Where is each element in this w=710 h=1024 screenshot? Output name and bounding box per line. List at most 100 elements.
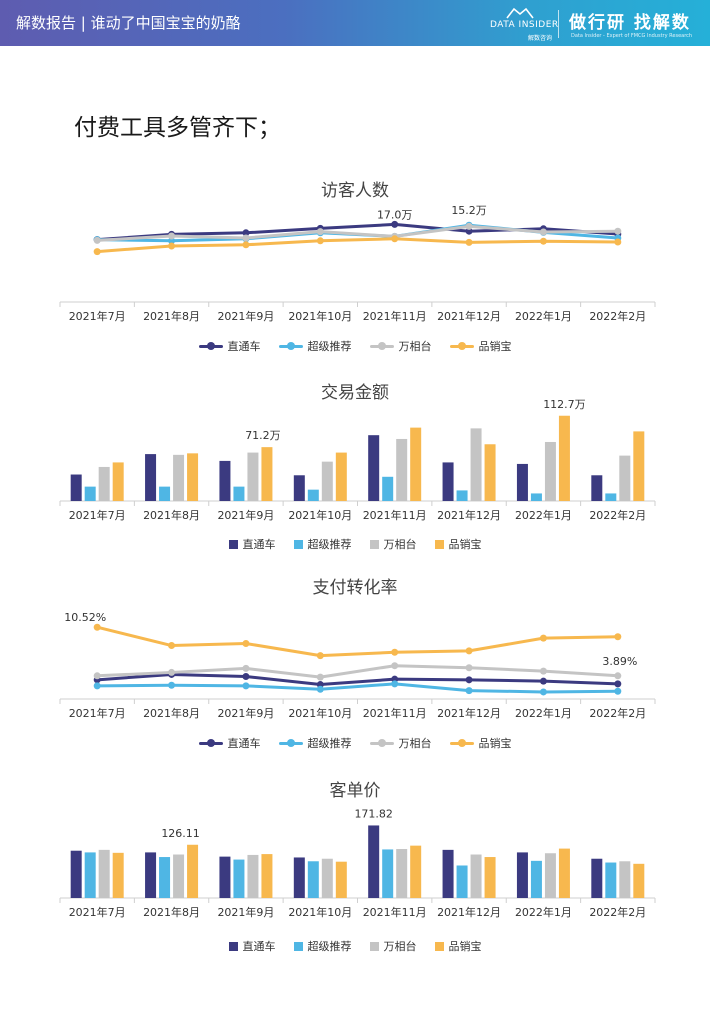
legend-label: 万相台 xyxy=(383,538,417,551)
data-point xyxy=(539,228,547,236)
slogan-subtitle: Data Insider - Expert of FMCG Industry R… xyxy=(571,33,693,39)
legend-swatch xyxy=(434,941,444,951)
x-tick-label: 2021年10月 xyxy=(288,309,352,323)
bar-3 xyxy=(410,427,422,501)
bar-0 xyxy=(368,825,380,898)
data-point xyxy=(465,238,473,246)
bar-3 xyxy=(335,861,347,898)
data-point xyxy=(93,672,101,680)
x-tick-label: 2021年8月 xyxy=(143,706,200,720)
data-point xyxy=(391,680,399,688)
brand-name: DATA INSIDER xyxy=(490,20,559,30)
bar-2 xyxy=(396,438,408,501)
bar-1 xyxy=(456,865,468,898)
data-point xyxy=(316,228,324,236)
data-point xyxy=(539,237,547,245)
legend-swatch xyxy=(278,342,303,350)
data-point xyxy=(168,668,176,676)
bar-2 xyxy=(619,455,631,501)
bar-0 xyxy=(516,463,528,501)
bar-0 xyxy=(442,462,454,501)
bar-3 xyxy=(484,857,496,898)
legend-label: 超级推荐 xyxy=(307,940,352,953)
bar-0 xyxy=(591,475,603,501)
bar-0 xyxy=(442,849,454,898)
data-point xyxy=(168,237,176,245)
data-point xyxy=(465,227,473,235)
chart-title-unit-price: 客单价 xyxy=(329,781,381,801)
bar-1 xyxy=(307,489,319,501)
data-label: 112.7万 xyxy=(543,398,586,411)
bar-2 xyxy=(173,454,185,501)
legend-label: 品销宝 xyxy=(478,737,512,750)
data-point xyxy=(93,248,101,256)
series-line-2 xyxy=(97,224,618,242)
data-point xyxy=(391,220,399,228)
page-heading: 付费工具多管齐下； xyxy=(74,115,281,141)
unit-price-bar-chart: 2021年7月 2021年8月 2021年9月 2021年10月 2021年11月 202… xyxy=(59,807,656,919)
data-point xyxy=(93,623,101,631)
x-tick-label: 2021年7月 xyxy=(69,309,126,323)
data-point xyxy=(242,640,250,648)
legend-label: 超级推荐 xyxy=(307,538,352,551)
bar-1 xyxy=(605,493,617,501)
legend-item: 直通车 xyxy=(228,536,276,552)
bar-1 xyxy=(382,849,394,898)
data-label: 10.52% xyxy=(64,611,106,624)
bar-3 xyxy=(187,844,199,898)
bar-3 xyxy=(261,854,273,898)
x-tick-label: 2021年12月 xyxy=(437,706,501,720)
bar-1 xyxy=(530,493,542,501)
x-tick-label: 2021年11月 xyxy=(363,309,427,323)
bar-1 xyxy=(605,862,617,898)
data-point xyxy=(168,642,176,650)
x-tick-label: 2021年7月 xyxy=(69,508,126,522)
data-point xyxy=(614,672,622,680)
x-tick-label: 2021年9月 xyxy=(217,706,274,720)
legend-label: 超级推荐 xyxy=(307,737,352,750)
legend-unit-price: 直通车 超级推荐 万相台 品销宝 xyxy=(0,938,710,954)
bar-2 xyxy=(247,854,259,898)
data-point xyxy=(316,673,324,681)
legend-item: 品销宝 xyxy=(449,735,512,751)
data-point xyxy=(465,687,473,695)
data-point xyxy=(539,688,547,696)
legend-item: 品销宝 xyxy=(434,938,482,954)
data-point xyxy=(539,634,547,642)
legend-item: 万相台 xyxy=(369,938,417,954)
brand-name-cn: 解数咨询 xyxy=(528,35,553,42)
legend-swatch xyxy=(449,739,474,747)
data-point xyxy=(465,647,473,655)
bar-2 xyxy=(544,853,556,898)
bar-3 xyxy=(633,863,645,898)
bar-3 xyxy=(261,447,273,501)
legend-label: 直通车 xyxy=(242,538,276,551)
data-label: 126.11 xyxy=(161,827,200,840)
report-title: 解数报告 | 谁动了中国宝宝的奶酪 xyxy=(16,14,241,32)
slogan: 做行研 找解数 xyxy=(569,13,691,33)
legend-label: 直通车 xyxy=(227,737,261,750)
series-line-2 xyxy=(97,664,618,679)
conversion-line-chart: 2021年7月 2021年8月 2021年9月 2021年10月 2021年11月 202… xyxy=(59,611,656,720)
data-point xyxy=(168,681,176,689)
x-tick-label: 2021年7月 xyxy=(69,706,126,720)
bar-2 xyxy=(544,441,556,501)
legend-label: 万相台 xyxy=(383,940,417,953)
bar-3 xyxy=(558,415,570,501)
legend-item: 万相台 xyxy=(369,735,432,751)
bar-3 xyxy=(335,452,347,501)
bar-3 xyxy=(112,462,124,501)
visitors-line-chart: 2021年7月 2021年8月 2021年9月 2021年10月 2021年11月 202… xyxy=(59,204,656,323)
bar-1 xyxy=(233,859,245,898)
legend-item: 万相台 xyxy=(369,338,432,354)
legend-swatch xyxy=(228,941,238,951)
bar-0 xyxy=(219,856,231,898)
bar-0 xyxy=(70,850,82,898)
series-line-3 xyxy=(96,625,618,658)
x-tick-label: 2021年12月 xyxy=(437,508,501,522)
header-divider xyxy=(558,10,559,38)
data-point xyxy=(465,676,473,684)
data-point xyxy=(465,222,473,230)
bar-2 xyxy=(98,466,110,501)
legend-swatch xyxy=(369,739,394,747)
